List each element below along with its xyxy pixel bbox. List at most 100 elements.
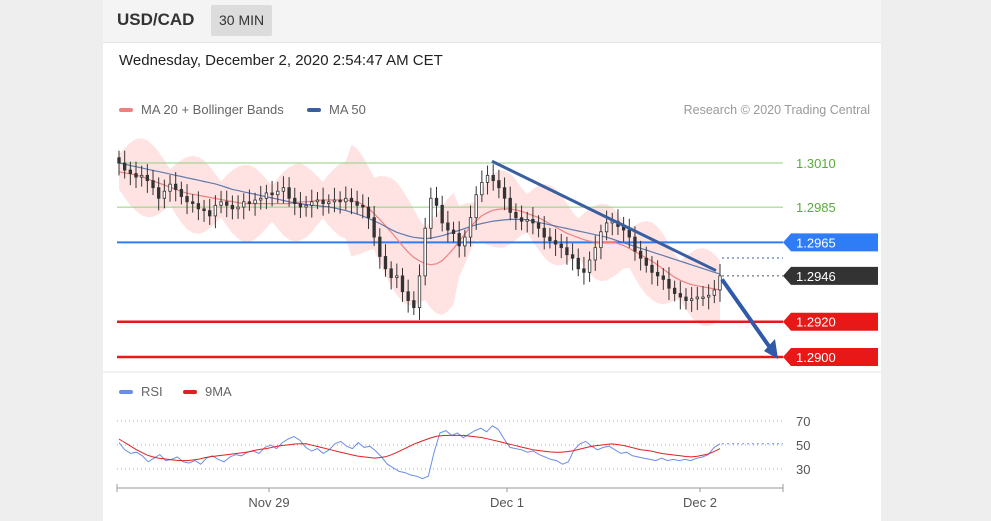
candle-body [400,275,405,293]
candle-body [525,219,529,222]
legend-ma20-label: MA 20 + Bollinger Bands [141,102,284,117]
ma50-line [118,162,721,275]
bollinger-bands [119,138,720,326]
candle-body [196,203,201,210]
candle-body [247,201,252,204]
candle-body [536,222,541,229]
candle-body [383,256,388,270]
candle-body [559,243,563,249]
header-bar: USD/CAD 30 MIN [103,0,881,43]
timeframe-button[interactable]: 30 MIN [211,5,273,36]
candle-body [332,199,337,203]
candle-body [661,275,665,280]
candle-body [225,201,229,206]
candle-body [395,275,399,279]
rsi-line [118,425,721,480]
candle-body [213,204,218,217]
datetime-label: Wednesday, December 2, 2020 2:54:47 AM C… [119,52,443,69]
candle-body [599,231,603,249]
x-tick-label-2: Dec 2 [683,495,717,510]
ma20-line [118,171,721,291]
candle-body [480,181,484,196]
candle-body [304,204,308,208]
trendline [491,159,717,272]
candle-body [366,206,371,219]
candle-body [553,240,558,245]
candle-body [389,268,393,279]
rsi-tick-label-30: 30 [796,462,810,477]
candle-body [264,192,269,199]
candle-body [355,201,359,206]
candle-body [519,217,524,222]
candle-body [191,201,195,204]
level-label-1.3010: 1.3010 [796,156,836,171]
candle-body [145,174,150,182]
candle-body [202,208,206,212]
candle-body [361,204,365,208]
candle-body [514,211,518,219]
legend-ma50: MA 50 [307,102,366,117]
candle-body [372,217,376,238]
candle-body [327,201,331,204]
candle-body [259,197,263,201]
rsi-tick-label-70: 70 [796,414,810,429]
candle-body [179,189,184,197]
candle-body [162,190,167,199]
candle-body [349,197,354,203]
ma50-swatch-icon [307,107,321,112]
candle-body [412,300,416,309]
candle-body [565,247,569,256]
candle-body [440,204,444,224]
candle-body [672,287,677,294]
candle-body [508,197,512,213]
candle-body [123,162,127,171]
candle-body [650,264,654,273]
candle-body [434,197,439,206]
x-tick-label-1: Dec 1 [490,495,524,510]
candle-body [242,201,246,208]
legend-ma20: MA 20 + Bollinger Bands [119,102,284,117]
candle-body [638,250,643,259]
candle-body [117,157,121,164]
candle-body [582,268,586,273]
candle-body [140,174,144,178]
candle-body [315,199,320,203]
level-tag-1.2900 [783,348,878,366]
candle-body [576,257,580,270]
candle-body [157,187,161,199]
candle-body [276,190,280,196]
candle-body [446,222,450,231]
candle-body [633,236,637,252]
candle-body [298,203,303,208]
ma9-swatch-icon [183,389,197,394]
candle-body [689,298,694,301]
candle-body [406,291,410,301]
candle-body [168,183,172,192]
credit-label: Research © 2020 Trading Central [683,103,870,117]
candle-body [310,201,314,206]
ma20-swatch-icon [119,107,133,112]
candle-body [491,174,495,182]
forecast-arrow-line [720,278,773,351]
candle-body [287,187,291,199]
candle-body [344,197,348,203]
legend-rsi: RSI [119,384,163,399]
ma9-line [118,434,721,462]
candle-body [706,294,711,298]
candle-body [531,219,535,224]
candle-body [718,275,722,291]
x-tick-label-0: Nov 29 [248,495,289,510]
candle-body [128,169,133,174]
candle-body [219,201,223,206]
candle-body [151,180,155,189]
legend-ma50-label: MA 50 [329,102,366,117]
chart-card: USD/CAD 30 MIN Wednesday, December 2, 20… [103,0,881,521]
rsi-tick-label-50: 50 [796,438,810,453]
candle-body [604,222,609,233]
candle-body [321,199,325,204]
legend-rsi-label: RSI [141,384,163,399]
candle-body [378,236,382,257]
candle-body [593,247,597,261]
candle-body [338,199,342,203]
candle-body [570,254,575,259]
